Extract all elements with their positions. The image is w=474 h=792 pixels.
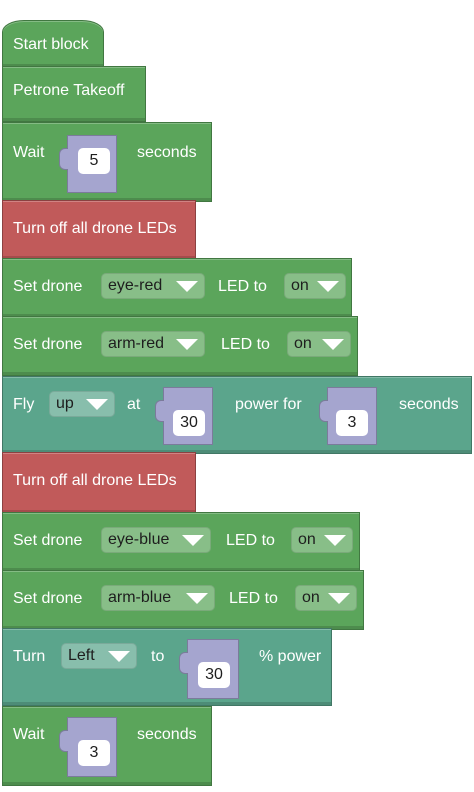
fly-block[interactable]: Fly up at 30 power for 3 seconds — [2, 376, 472, 454]
wait-block-2[interactable]: Wait 3 seconds — [2, 706, 212, 786]
led-target-dropdown[interactable]: arm-red — [101, 331, 205, 357]
led-target-dropdown[interactable]: arm-blue — [101, 585, 215, 611]
chevron-down-icon — [322, 339, 344, 350]
turn-label: Turn — [13, 648, 46, 665]
led-to-label: LED to — [229, 590, 278, 607]
led-state-value: on — [294, 335, 312, 352]
fly-power-field[interactable]: 30 — [173, 410, 205, 436]
wait-label: Wait — [13, 726, 45, 743]
wait-seconds-label: seconds — [137, 726, 197, 743]
percent-power-label: % power — [259, 648, 322, 665]
start-block-label: Start block — [13, 36, 89, 53]
led-to-label: LED to — [218, 278, 267, 295]
leds-off-label: Turn off all drone LEDs — [13, 472, 177, 489]
set-drone-label: Set drone — [13, 532, 83, 549]
led-target-value: arm-blue — [108, 589, 172, 606]
wait-duration-slot: 5 — [59, 135, 117, 193]
chevron-down-icon — [108, 651, 130, 662]
wait-block-1[interactable]: Wait 5 seconds — [2, 122, 212, 202]
led-target-value: eye-blue — [108, 531, 170, 548]
chevron-down-icon — [324, 535, 346, 546]
led-state-dropdown[interactable]: on — [295, 585, 357, 611]
led-to-label: LED to — [226, 532, 275, 549]
chevron-down-icon — [182, 535, 204, 546]
wait-seconds-label: seconds — [137, 144, 197, 161]
fly-direction-dropdown[interactable]: up — [49, 391, 115, 417]
set-drone-label: Set drone — [13, 278, 83, 295]
power-for-label: power for — [235, 396, 302, 413]
fly-at-label: at — [127, 396, 141, 413]
led-to-label: LED to — [221, 336, 270, 353]
led-target-value: eye-red — [108, 277, 163, 294]
takeoff-label: Petrone Takeoff — [13, 82, 125, 99]
fly-duration-slot: 3 — [319, 387, 377, 445]
set-led-block-eye-red[interactable]: Set drone eye-red LED to on — [2, 258, 352, 318]
slot-connector — [319, 400, 328, 422]
turn-power-slot: 30 — [179, 639, 239, 699]
chevron-down-icon — [86, 399, 108, 410]
wait-label: Wait — [13, 144, 45, 161]
turn-direction-value: Left — [68, 647, 95, 664]
led-target-value: arm-red — [108, 335, 165, 352]
turn-power-field[interactable]: 30 — [198, 662, 230, 688]
slot-connector — [155, 400, 164, 422]
set-drone-label: Set drone — [13, 336, 83, 353]
chevron-down-icon — [186, 593, 208, 604]
set-led-block-arm-blue[interactable]: Set drone arm-blue LED to on — [2, 570, 364, 630]
set-led-block-arm-red[interactable]: Set drone arm-red LED to on — [2, 316, 358, 376]
leds-off-block-2[interactable]: Turn off all drone LEDs — [2, 452, 196, 514]
set-drone-label: Set drone — [13, 590, 83, 607]
led-state-value: on — [302, 589, 320, 606]
leds-off-label: Turn off all drone LEDs — [13, 220, 177, 237]
leds-off-block-1[interactable]: Turn off all drone LEDs — [2, 200, 196, 260]
set-led-block-eye-blue[interactable]: Set drone eye-blue LED to on — [2, 512, 360, 572]
led-state-dropdown[interactable]: on — [284, 273, 346, 299]
slot-connector — [59, 148, 68, 170]
led-state-dropdown[interactable]: on — [291, 527, 353, 553]
chevron-down-icon — [176, 281, 198, 292]
slot-connector — [59, 730, 68, 752]
led-state-value: on — [291, 277, 309, 294]
fly-power-slot: 30 — [155, 387, 213, 445]
chevron-down-icon — [317, 281, 339, 292]
turn-block[interactable]: Turn Left to 30 % power — [2, 628, 332, 706]
chevron-down-icon — [176, 339, 198, 350]
fly-seconds-label: seconds — [399, 396, 459, 413]
led-target-dropdown[interactable]: eye-red — [101, 273, 205, 299]
wait-duration-slot: 3 — [59, 717, 117, 777]
slot-connector — [179, 652, 188, 674]
turn-to-label: to — [151, 648, 165, 665]
wait-duration-field[interactable]: 3 — [78, 740, 110, 766]
led-state-value: on — [298, 531, 316, 548]
wait-duration-field[interactable]: 5 — [78, 148, 110, 174]
fly-label: Fly — [13, 396, 35, 413]
led-target-dropdown[interactable]: eye-blue — [101, 527, 211, 553]
fly-duration-field[interactable]: 3 — [336, 410, 368, 436]
takeoff-block[interactable]: Petrone Takeoff — [2, 66, 146, 122]
turn-direction-dropdown[interactable]: Left — [61, 643, 137, 669]
start-block[interactable]: Start block — [2, 20, 104, 68]
led-state-dropdown[interactable]: on — [287, 331, 351, 357]
fly-direction-value: up — [56, 395, 74, 412]
chevron-down-icon — [328, 593, 350, 604]
